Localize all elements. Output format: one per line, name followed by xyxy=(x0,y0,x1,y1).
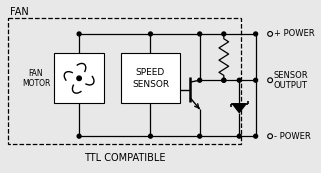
Circle shape xyxy=(198,32,202,36)
Circle shape xyxy=(237,134,241,138)
Circle shape xyxy=(268,78,273,83)
Circle shape xyxy=(222,78,226,82)
Circle shape xyxy=(254,78,257,82)
Circle shape xyxy=(149,134,152,138)
Circle shape xyxy=(222,32,226,36)
Text: - POWER: - POWER xyxy=(274,132,311,141)
Circle shape xyxy=(268,31,273,36)
Text: FAN: FAN xyxy=(10,7,28,17)
Circle shape xyxy=(237,78,241,82)
Text: SENSOR
OUTPUT: SENSOR OUTPUT xyxy=(274,71,308,90)
Text: + POWER: + POWER xyxy=(274,29,315,38)
Circle shape xyxy=(77,32,81,36)
Bar xyxy=(121,53,180,103)
Circle shape xyxy=(77,134,81,138)
Bar xyxy=(54,53,104,103)
Polygon shape xyxy=(232,104,246,113)
Circle shape xyxy=(198,134,202,138)
Text: FAN
MOTOR: FAN MOTOR xyxy=(22,69,50,88)
Circle shape xyxy=(254,134,257,138)
Circle shape xyxy=(254,32,257,36)
Circle shape xyxy=(77,76,81,80)
Circle shape xyxy=(268,134,273,139)
Text: TTL COMPATIBLE: TTL COMPATIBLE xyxy=(84,153,165,163)
Bar xyxy=(8,19,241,144)
Circle shape xyxy=(222,78,226,82)
Circle shape xyxy=(198,78,202,82)
Text: SPEED
SENSOR: SPEED SENSOR xyxy=(132,67,169,89)
Circle shape xyxy=(149,32,152,36)
